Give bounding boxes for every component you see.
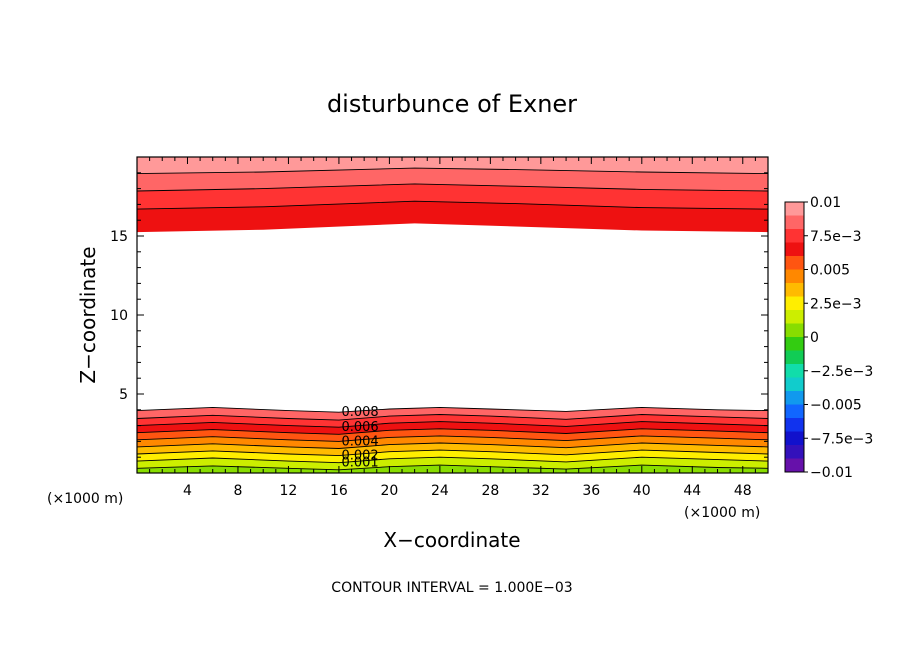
x-tick-label: 44 bbox=[683, 483, 701, 499]
colorbar: 0.01 7.5e−3 0.005 2.5e−3 0 −2.5e−3 −0.005 −7.5e… bbox=[784, 195, 873, 481]
y-tick-label: 10 bbox=[110, 308, 128, 324]
colorbar-swatch bbox=[785, 431, 804, 446]
colorbar-tick-label: 0.01 bbox=[810, 195, 841, 211]
chart-title: disturbunce of Exner bbox=[327, 90, 577, 118]
colorbar-swatch bbox=[785, 418, 804, 432]
x-tick-label: 36 bbox=[582, 483, 600, 499]
x-axis-ticks: 4 8 12 16 20 24 28 32 36 40 44 48 bbox=[149, 157, 756, 499]
colorbar-tick-label: −0.01 bbox=[810, 465, 853, 481]
colorbar-swatch bbox=[785, 283, 804, 297]
colorbar-swatch bbox=[785, 337, 804, 351]
contour-band bbox=[137, 183, 768, 210]
contour-band bbox=[137, 407, 768, 421]
contour-band bbox=[137, 435, 768, 449]
contour-fills bbox=[137, 157, 768, 473]
contour-band bbox=[137, 201, 768, 233]
colorbar-tick-label: −0.005 bbox=[810, 398, 862, 414]
x-tick-label: 8 bbox=[233, 483, 242, 499]
y-axis-label: Z−coordinate bbox=[76, 246, 100, 383]
colorbar-swatch bbox=[785, 391, 804, 405]
colorbar-swatch bbox=[785, 377, 804, 392]
contour-line bbox=[137, 421, 768, 428]
x-tick-label: 32 bbox=[532, 483, 550, 499]
colorbar-swatch bbox=[785, 296, 804, 311]
contour-label: 0.004 bbox=[341, 434, 378, 449]
x-axis-label: X−coordinate bbox=[383, 528, 520, 552]
contour-line bbox=[137, 428, 768, 435]
contour-band bbox=[137, 443, 768, 456]
y-tick-label: 5 bbox=[119, 387, 128, 403]
x-tick-label: 28 bbox=[481, 483, 499, 499]
contour-label: 0.006 bbox=[341, 420, 378, 435]
contour-line bbox=[137, 167, 768, 175]
x-tick-label: 20 bbox=[380, 483, 398, 499]
colorbar-swatch bbox=[785, 364, 804, 378]
colorbar-tick-label: −2.5e−3 bbox=[810, 364, 873, 380]
contour-line bbox=[137, 414, 768, 421]
contour-band bbox=[137, 168, 768, 191]
contour-line bbox=[137, 183, 768, 192]
colorbar-swatch bbox=[785, 215, 804, 230]
colorbar-tick-label: 7.5e−3 bbox=[810, 229, 862, 245]
colorbar-swatch bbox=[785, 202, 804, 216]
contour-band bbox=[137, 428, 768, 442]
y-unit-label: (×1000 m) bbox=[47, 491, 123, 507]
x-tick-label: 4 bbox=[183, 483, 192, 499]
colorbar-swatch bbox=[785, 323, 804, 338]
contour-band bbox=[137, 157, 768, 174]
x-tick-label: 16 bbox=[330, 483, 348, 499]
colorbar-swatch bbox=[785, 404, 804, 419]
contour-band bbox=[137, 450, 768, 463]
contour-line bbox=[137, 406, 768, 413]
contour-interval-note: CONTOUR INTERVAL = 1.000E−03 bbox=[331, 580, 572, 596]
contour-band bbox=[137, 421, 768, 435]
colorbar-swatch bbox=[785, 229, 804, 243]
colorbar-swatch bbox=[785, 269, 804, 284]
colorbar-swatch bbox=[785, 458, 804, 473]
contour-lines bbox=[137, 167, 768, 471]
contour-line bbox=[137, 456, 768, 464]
contour-line bbox=[137, 442, 768, 449]
contour-line bbox=[137, 449, 768, 457]
y-axis-ticks: 5 10 15 bbox=[110, 172, 768, 458]
x-tick-label: 48 bbox=[734, 483, 752, 499]
contour-line bbox=[137, 464, 768, 471]
colorbar-tick-label: 0.005 bbox=[810, 263, 850, 279]
contour-line bbox=[137, 200, 768, 210]
contour-label: 0.002 bbox=[341, 449, 378, 464]
colorbar-swatch bbox=[785, 242, 804, 257]
colorbar-swatch bbox=[785, 310, 804, 324]
x-unit-label: (×1000 m) bbox=[684, 505, 760, 521]
x-tick-label: 12 bbox=[280, 483, 298, 499]
colorbar-swatch bbox=[785, 350, 804, 365]
colorbar-tick-label: −7.5e−3 bbox=[810, 431, 873, 447]
contour-band bbox=[137, 414, 768, 428]
contour-line bbox=[137, 435, 768, 442]
colorbar-tick-label: 0 bbox=[810, 330, 819, 346]
x-tick-label: 24 bbox=[431, 483, 449, 499]
contour-label: 0.008 bbox=[341, 405, 378, 420]
y-tick-label: 15 bbox=[110, 229, 128, 245]
colorbar-swatch bbox=[785, 445, 804, 459]
x-tick-label: 40 bbox=[633, 483, 651, 499]
colorbar-tick-label: 2.5e−3 bbox=[810, 296, 862, 312]
contour-label: 0.001 bbox=[341, 456, 378, 471]
colorbar-swatch bbox=[785, 256, 804, 270]
